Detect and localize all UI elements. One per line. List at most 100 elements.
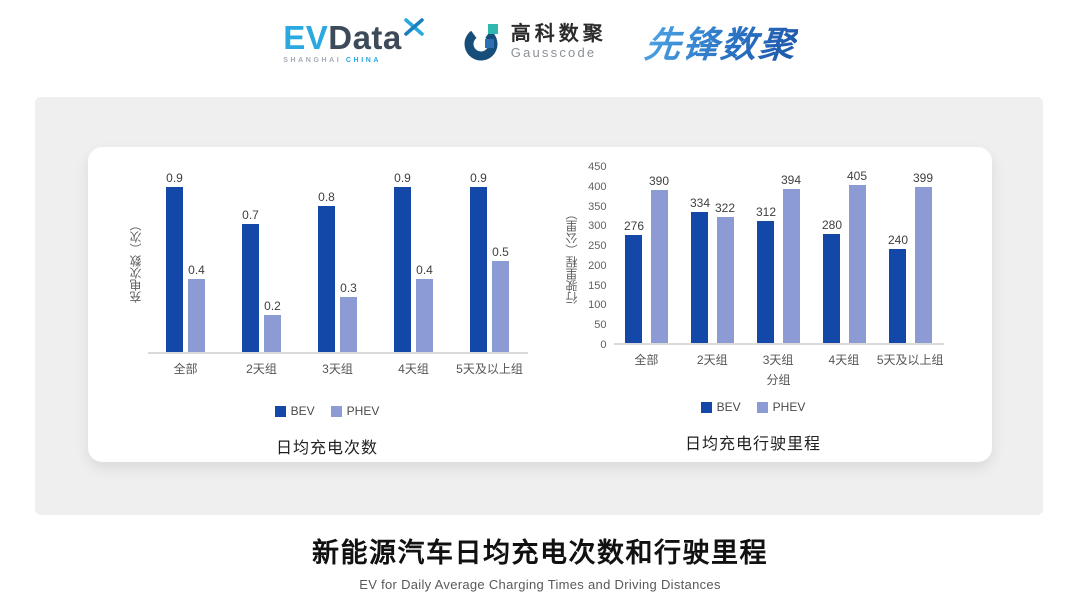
y-tick-label: 0	[600, 339, 607, 351]
bar-unit-phev: 390	[649, 167, 669, 343]
chart-daily-driving-distance: 行驶里程（公里） 0 50 100 150 200 250 300 350 400 450 276…	[540, 161, 966, 462]
bar-phev	[416, 278, 433, 352]
bar-phev	[492, 260, 509, 352]
bar-value-label: 0.9	[394, 171, 411, 186]
y-tick-label: 350	[588, 200, 607, 213]
bar-bev	[470, 187, 487, 352]
bar-unit-bev: 0.9	[470, 169, 487, 352]
bar-bev	[691, 212, 709, 343]
gausscode-logo-cn: 高科数聚	[510, 23, 607, 46]
category-label: 2天组	[696, 353, 728, 367]
y-tick-label: 100	[588, 299, 607, 312]
y-axis-ticks: 0 50 100 150 200 250 300 350 400 450	[584, 161, 614, 351]
bar-unit-phev: 0.4	[188, 169, 205, 352]
legend-item-phev: PHEV	[330, 404, 380, 418]
legend-item-phev: PHEV	[756, 400, 806, 414]
bar-bev	[757, 220, 775, 343]
bar-unit-bev: 0.9	[394, 169, 411, 352]
bar-group: 276 390	[614, 167, 680, 343]
evdata-star-icon	[403, 17, 424, 36]
bar-unit-bev: 240	[888, 167, 908, 343]
bar-value-label: 0.9	[166, 171, 183, 186]
bar-phev	[264, 315, 281, 352]
gausscode-mark-icon	[464, 24, 498, 61]
legend-label: BEV	[290, 404, 315, 418]
gausscode-logo-en: Gausscode	[510, 45, 597, 61]
bar-group: 0.9 0.4	[376, 169, 452, 352]
bar-value-label: 394	[781, 172, 802, 187]
bar-unit-bev: 334	[690, 167, 710, 343]
y-tick-label: 400	[588, 180, 607, 193]
bar-unit-phev: 394	[781, 167, 801, 343]
legend-item-bev: BEV	[274, 404, 315, 418]
bar-value-label: 276	[623, 219, 644, 234]
bar-bev	[823, 233, 841, 343]
bar-group: 0.9 0.5	[452, 169, 528, 352]
y-tick-label: 50	[594, 319, 607, 332]
plot-area: 0.9 0.4 0.7 0.2 0.8 0.3 0.9 0.4 0.9 0.5	[147, 169, 528, 354]
legend-swatch-bev	[700, 401, 712, 413]
bar-unit-phev: 0.3	[340, 169, 357, 352]
gausscode-logo: 高科数聚 Gausscode	[462, 22, 607, 62]
bar-value-label: 0.8	[318, 189, 335, 204]
chart-daily-charging-times: 充电次数（次） 0.9 0.4 0.7 0.2 0.8 0.3 0.9 0.4 0.9 0.5 全…	[114, 163, 540, 462]
y-tick-label: 450	[588, 161, 607, 173]
bar-value-label: 405	[847, 168, 868, 183]
legend-swatch-phev	[330, 405, 342, 417]
category-label: 全部	[634, 353, 659, 367]
bar-phev	[340, 297, 357, 352]
legend-label: PHEV	[346, 404, 380, 418]
bar-bev	[394, 187, 411, 352]
bar-unit-phev: 0.5	[492, 169, 509, 352]
x-axis-label: 分组	[766, 373, 791, 387]
charts-card: 充电次数（次） 0.9 0.4 0.7 0.2 0.8 0.3 0.9 0.4 0.9 0.5 全…	[88, 147, 992, 462]
main-subtitle: EV for Daily Average Charging Times and …	[359, 577, 721, 592]
bar-unit-bev: 276	[624, 167, 644, 343]
bar-group: 280 405	[812, 167, 878, 343]
category-label: 4天组	[398, 362, 429, 376]
bar-group: 0.9 0.4	[148, 169, 224, 352]
evdata-logo-ev: EV	[283, 18, 329, 56]
y-tick-label: 150	[588, 279, 607, 292]
category-label: 2天组	[246, 362, 277, 376]
bar-bev	[889, 249, 907, 343]
footer: 新能源汽车日均充电次数和行驶里程 EV for Daily Average Ch…	[0, 531, 1080, 592]
legend-item-bev: BEV	[700, 400, 741, 414]
legend-label: PHEV	[772, 400, 806, 414]
bar-unit-bev: 0.7	[242, 169, 259, 352]
bar-unit-phev: 405	[847, 167, 867, 343]
bar-value-label: 0.4	[188, 262, 205, 277]
evdata-logo: EV Data SHANGHAI CHINA	[283, 17, 424, 64]
y-axis-label: 充电次数（次）	[128, 219, 143, 304]
bar-bev	[318, 205, 335, 352]
category-label: 3天组	[322, 362, 353, 376]
chart-title: 日均充电次数	[275, 440, 378, 457]
bar-value-label: 0.5	[492, 244, 509, 259]
chart-title: 日均充电行驶里程	[684, 436, 821, 453]
bar-value-label: 322	[715, 201, 736, 216]
y-axis-label: 行驶里程（公里）	[564, 208, 579, 304]
bar-bev	[625, 235, 643, 343]
bar-bev	[166, 187, 183, 352]
category-label: 全部	[173, 362, 198, 376]
legend: BEV PHEV	[700, 400, 806, 414]
legend-label: BEV	[716, 400, 741, 414]
evdata-logo-subtitle: SHANGHAI CHINA	[283, 56, 382, 64]
bar-unit-bev: 0.9	[166, 169, 183, 352]
bar-value-label: 0.4	[416, 262, 433, 277]
bar-unit-phev: 0.2	[264, 169, 281, 352]
bar-phev	[650, 190, 668, 343]
bar-phev	[716, 217, 734, 343]
y-tick-label: 250	[588, 240, 607, 253]
bar-value-label: 0.2	[264, 299, 281, 314]
bar-group: 240 399	[878, 167, 944, 343]
bar-group: 0.7 0.2	[224, 169, 300, 352]
xianfeng-shuju-logo: 先锋数聚	[642, 16, 799, 68]
plot-area: 276 390 334 322 312 394 280 405 240 399	[613, 167, 944, 345]
bar-phev	[782, 188, 800, 343]
bar-value-label: 0.3	[340, 281, 357, 296]
bar-value-label: 0.9	[470, 171, 487, 186]
bar-unit-phev: 322	[715, 167, 735, 343]
bar-phev	[914, 186, 932, 343]
